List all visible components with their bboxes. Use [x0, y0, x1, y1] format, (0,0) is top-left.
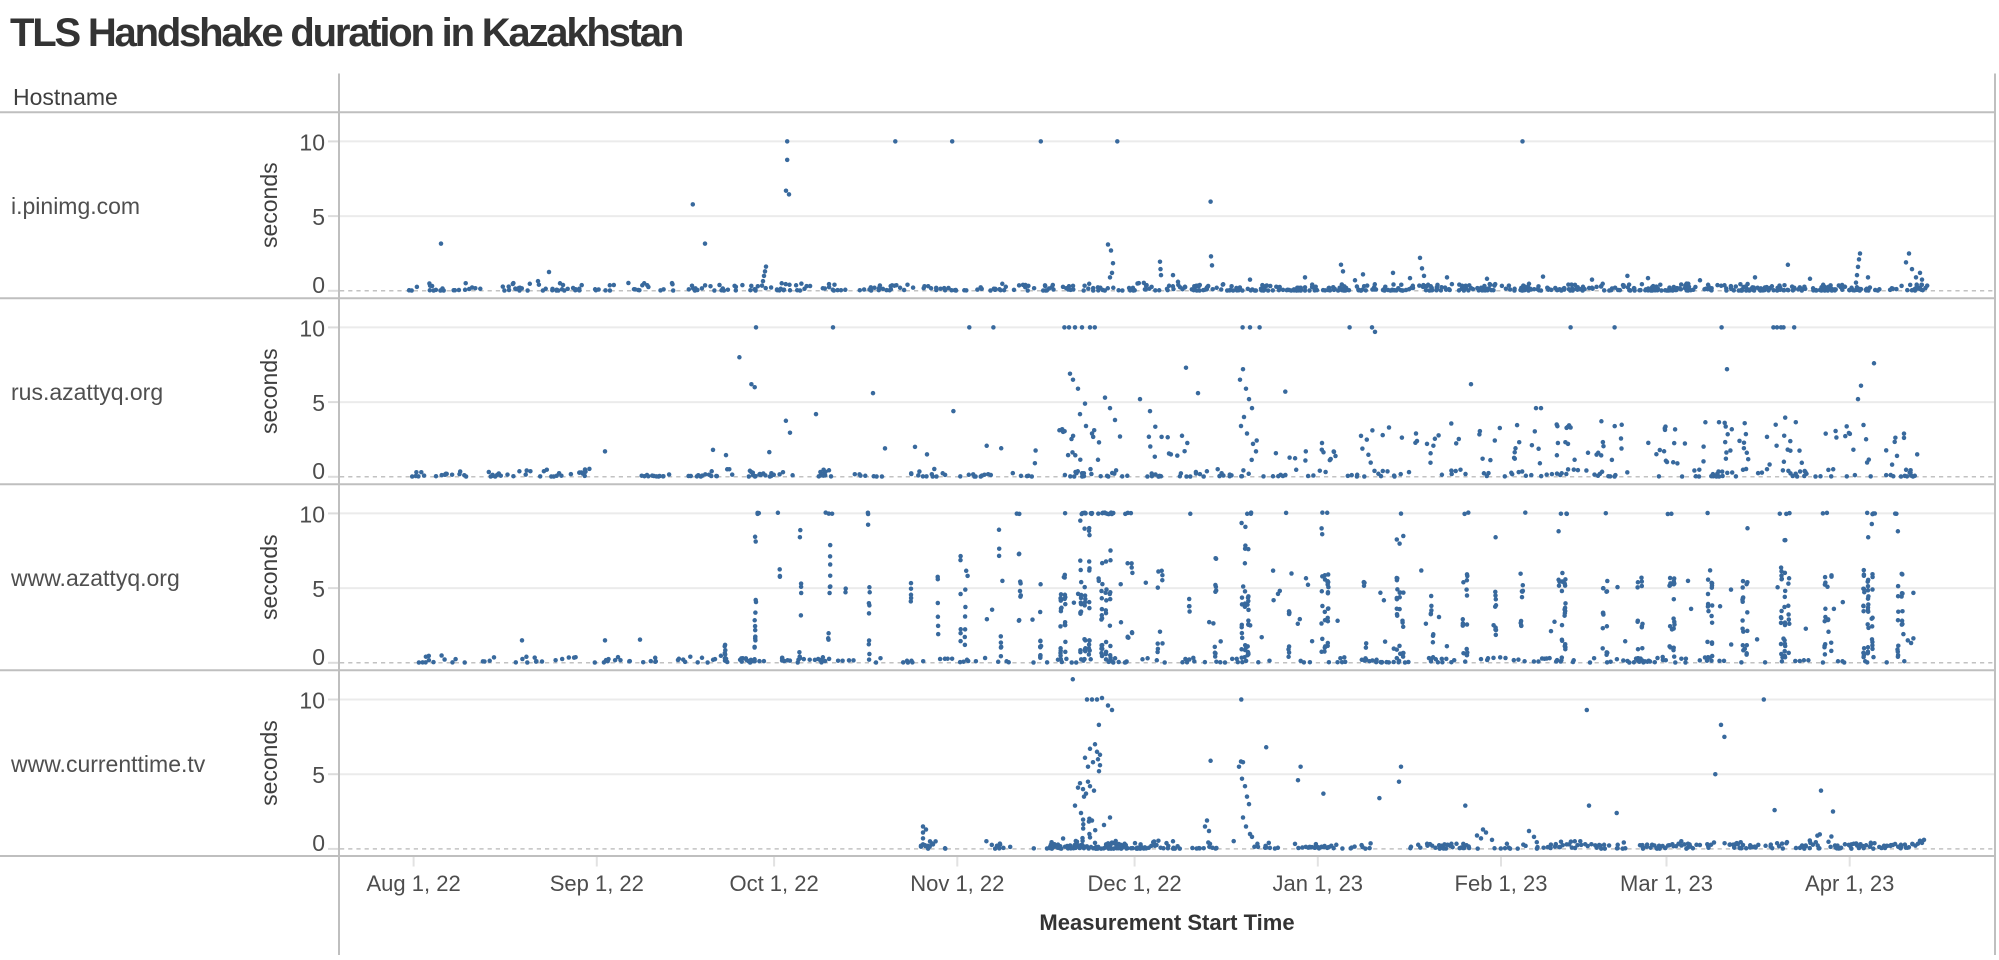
svg-text:Dec 1, 22: Dec 1, 22 [1088, 871, 1182, 896]
svg-text:5: 5 [312, 576, 325, 602]
svg-text:Apr 1, 23: Apr 1, 23 [1805, 871, 1894, 896]
svg-text:seconds: seconds [256, 534, 282, 620]
svg-text:Oct 1, 22: Oct 1, 22 [729, 871, 818, 896]
svg-text:rus.azattyq.org: rus.azattyq.org [11, 379, 163, 405]
svg-text:10: 10 [299, 129, 325, 155]
svg-text:10: 10 [299, 688, 325, 714]
svg-text:5: 5 [312, 762, 325, 788]
svg-text:5: 5 [312, 204, 325, 230]
svg-text:www.currenttime.tv: www.currenttime.tv [10, 751, 206, 777]
svg-text:0: 0 [312, 830, 325, 856]
svg-text:Aug 1, 22: Aug 1, 22 [367, 871, 461, 896]
svg-text:i.pinimg.com: i.pinimg.com [11, 193, 140, 219]
svg-text:0: 0 [312, 458, 325, 484]
svg-text:Sep 1, 22: Sep 1, 22 [550, 871, 644, 896]
svg-text:10: 10 [299, 315, 325, 341]
svg-text:seconds: seconds [256, 720, 282, 806]
svg-text:Feb 1, 23: Feb 1, 23 [1455, 871, 1548, 896]
svg-text:seconds: seconds [256, 348, 282, 434]
svg-text:Nov 1, 22: Nov 1, 22 [910, 871, 1004, 896]
svg-text:10: 10 [299, 501, 325, 527]
svg-text:TLS Handshake duration in Kaza: TLS Handshake duration in Kazakhstan [10, 11, 682, 55]
svg-text:www.azattyq.org: www.azattyq.org [10, 565, 180, 591]
svg-text:0: 0 [312, 272, 325, 298]
svg-text:Measurement Start Time: Measurement Start Time [1039, 910, 1294, 935]
svg-text:Hostname: Hostname [13, 84, 118, 110]
svg-text:Mar 1, 23: Mar 1, 23 [1620, 871, 1713, 896]
svg-text:seconds: seconds [256, 162, 282, 248]
svg-text:Jan 1, 23: Jan 1, 23 [1273, 871, 1364, 896]
svg-text:0: 0 [312, 644, 325, 670]
svg-text:5: 5 [312, 390, 325, 416]
